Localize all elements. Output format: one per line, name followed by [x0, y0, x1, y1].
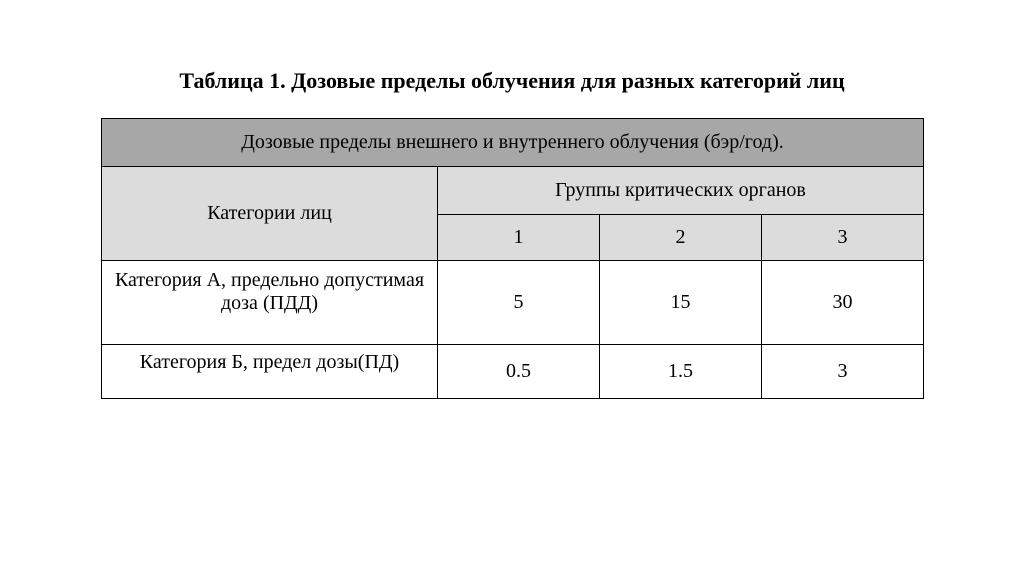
value-cell: 3 [762, 345, 924, 399]
table-title: Таблица 1. Дозовые пределы облучения для… [179, 68, 844, 94]
main-header-cell: Дозовые пределы внешнего и внутреннего о… [102, 119, 924, 167]
group-number-cell: 3 [762, 215, 924, 261]
category-cell: Категория Б, предел дозы(ПД) [102, 345, 438, 399]
value-cell: 30 [762, 261, 924, 345]
group-number-cell: 1 [438, 215, 600, 261]
dose-limits-table: Дозовые пределы внешнего и внутреннего о… [101, 118, 923, 399]
value-cell: 0.5 [438, 345, 600, 399]
category-header-cell: Категории лиц [102, 167, 438, 261]
value-cell: 1.5 [600, 345, 762, 399]
groups-header-cell: Группы критических органов [438, 167, 924, 215]
category-cell: Категория А, предельно допустимая доза (… [102, 261, 438, 345]
group-number-cell: 2 [600, 215, 762, 261]
value-cell: 5 [438, 261, 600, 345]
value-cell: 15 [600, 261, 762, 345]
